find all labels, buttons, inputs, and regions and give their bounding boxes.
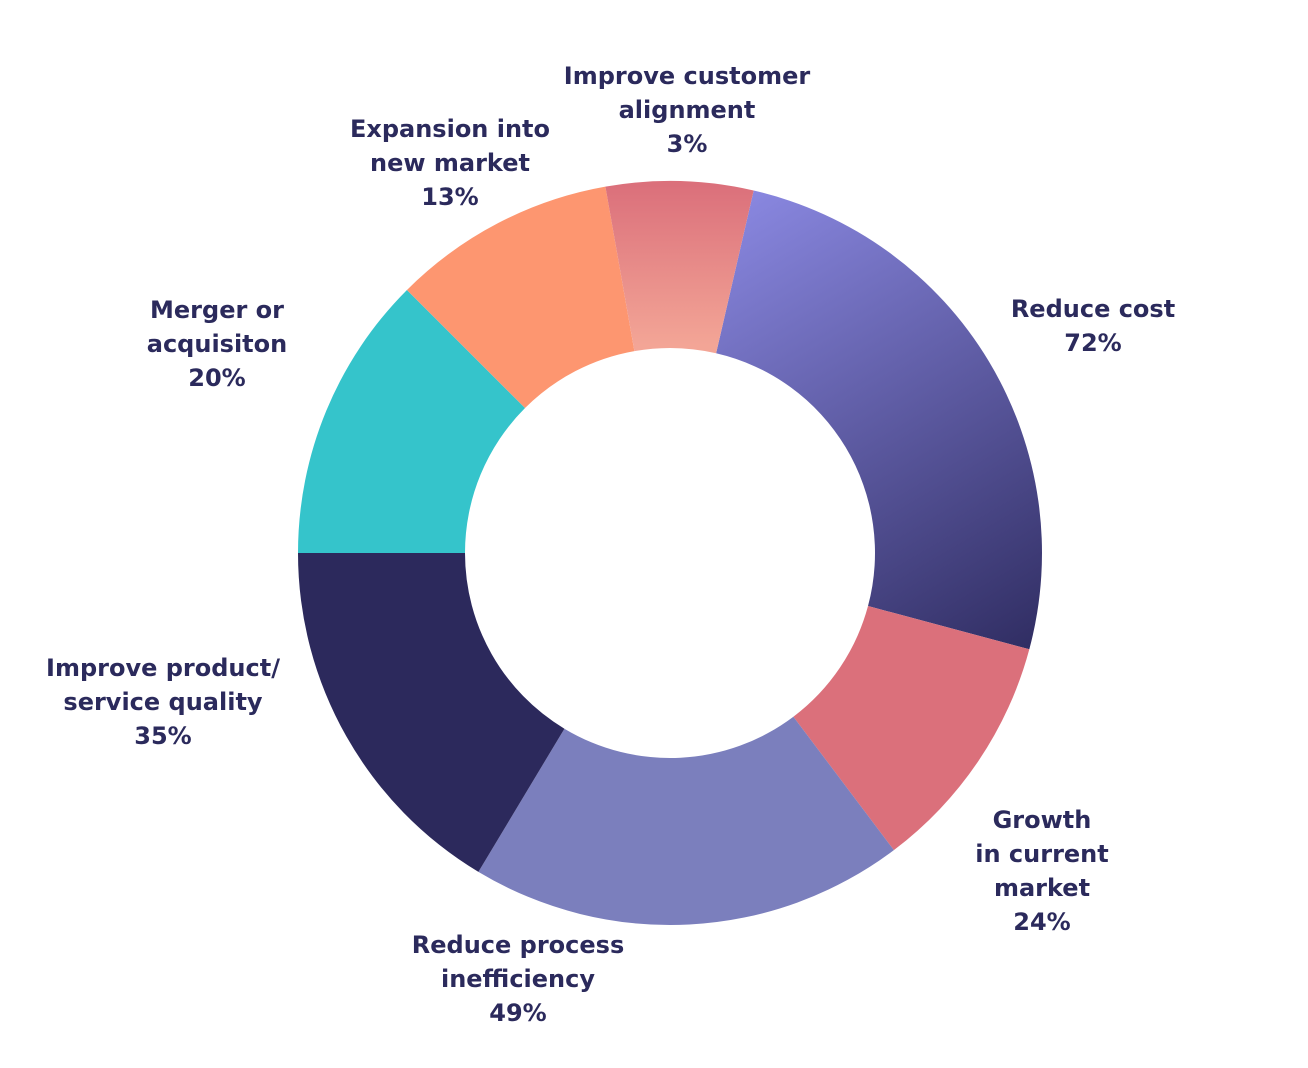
slice-category-label: market [994, 874, 1090, 902]
slice-value-label: 72% [1064, 329, 1121, 357]
slice-value-label: 35% [134, 722, 191, 750]
slice-value-label: 13% [421, 183, 478, 211]
slice-label-2: Growth in current market 24% [975, 806, 1109, 936]
slice-category-label: Expansion into [350, 115, 550, 143]
slice-label-1: Reduce cost 72% [1011, 295, 1175, 357]
slice-category-label: new market [370, 149, 530, 177]
slice-7 [605, 180, 754, 354]
slice-4 [298, 553, 565, 872]
slice-1 [716, 190, 1042, 650]
slice-3 [478, 716, 894, 926]
slice-label-3: Reduce process inefficiency 49% [412, 931, 624, 1027]
slice-5 [298, 289, 526, 553]
slice-value-label: 3% [667, 130, 708, 158]
slice-category-label: Reduce cost [1011, 295, 1175, 323]
slice-value-label: 20% [188, 364, 245, 392]
slice-category-label: Improve customer [564, 62, 811, 90]
slice-category-label: acquisiton [147, 330, 287, 358]
slice-label-7: Improve customer alignment 3% [564, 62, 811, 158]
slice-category-label: in current [975, 840, 1109, 868]
slice-category-label: Merger or [150, 296, 284, 324]
donut-slices [298, 180, 1042, 926]
slice-6 [406, 186, 635, 409]
slice-value-label: 49% [489, 999, 546, 1027]
slice-value-label: 24% [1013, 908, 1070, 936]
donut-labels: Reduce cost 72% Growth in current market 24% R… [46, 62, 1175, 1027]
slice-2 [793, 606, 1030, 851]
slice-category-label: Improve product/ [46, 654, 280, 682]
slice-label-5: Merger or acquisiton 20% [147, 296, 287, 392]
slice-category-label: Growth [993, 806, 1092, 834]
slice-label-6: Expansion into new market 13% [350, 115, 550, 211]
slice-category-label: inefficiency [441, 965, 595, 993]
slice-category-label: Reduce process [412, 931, 624, 959]
slice-category-label: service quality [63, 688, 263, 716]
slice-label-4: Improve product/service quality 35% [46, 654, 280, 750]
slice-category-label: alignment [619, 96, 756, 124]
